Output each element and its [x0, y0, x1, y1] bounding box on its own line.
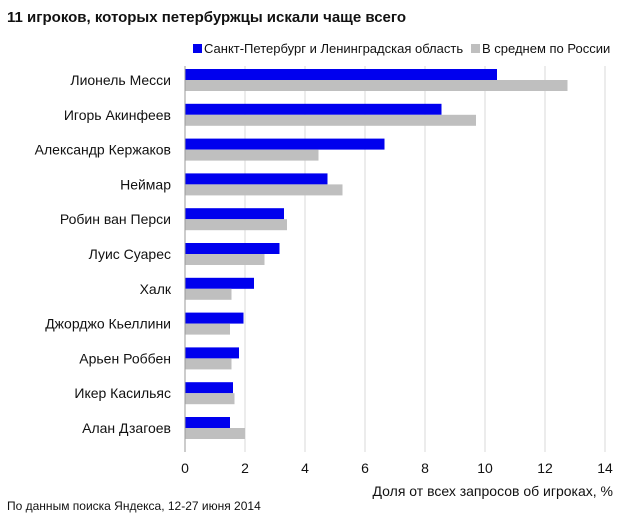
bar-spb-8	[185, 347, 239, 359]
category-label: Джорджо Кьеллини	[45, 316, 171, 332]
bar-spb-4	[185, 208, 284, 220]
category-label: Алан Дзагоев	[82, 420, 171, 436]
bar-russia-0	[185, 80, 568, 91]
bar-spb-0	[185, 69, 497, 80]
bar-spb-5	[185, 243, 280, 254]
x-axis-title: Доля от всех запросов об игроках, %	[373, 483, 613, 499]
bar-russia-1	[185, 114, 476, 126]
x-tick-label: 0	[181, 460, 189, 476]
bar-russia-7	[185, 323, 230, 335]
bar-russia-10	[185, 428, 245, 439]
bar-spb-10	[185, 417, 230, 428]
category-label: Халк	[140, 281, 172, 297]
category-label: Лионель Месси	[70, 72, 171, 88]
legend-swatch-spb	[193, 44, 202, 53]
x-tick-label: 8	[421, 460, 429, 476]
chart-title: 11 игроков, которых петербуржцы искали ч…	[7, 9, 406, 26]
category-label: Икер Касильяс	[74, 385, 171, 401]
bar-spb-2	[185, 138, 385, 150]
x-tick-label: 10	[477, 460, 493, 476]
x-tick-label: 12	[537, 460, 553, 476]
category-label: Александр Кержаков	[35, 142, 171, 158]
bars	[185, 69, 568, 439]
bar-russia-3	[185, 184, 343, 196]
category-label: Арьен Роббен	[79, 350, 171, 366]
category-label: Игорь Акинфеев	[64, 107, 171, 123]
bar-russia-8	[185, 358, 232, 370]
x-tick-label: 14	[597, 460, 613, 476]
bar-spb-9	[185, 382, 233, 394]
category-label: Неймар	[120, 176, 171, 192]
bar-russia-9	[185, 393, 235, 405]
bar-russia-4	[185, 219, 287, 231]
legend-swatch-russia	[471, 44, 480, 53]
bar-spb-6	[185, 277, 254, 289]
category-labels: Лионель Месси Игорь Акинфеев Александр Кер…	[35, 72, 172, 436]
x-tick-label: 4	[301, 460, 309, 476]
x-tick-label: 2	[241, 460, 249, 476]
bar-spb-1	[185, 103, 442, 115]
bar-russia-5	[185, 254, 265, 265]
x-tick-labels: 0 2 4 6 8 10 12 14	[181, 460, 613, 476]
x-tick-label: 6	[361, 460, 369, 476]
source-note: По данным поиска Яндекса, 12-27 июня 201…	[7, 499, 261, 513]
legend-label-spb: Санкт-Петербург и Ленинградская область	[204, 41, 463, 56]
bar-russia-2	[185, 149, 319, 161]
bar-spb-7	[185, 312, 244, 324]
legend-label-russia: В среднем по России	[482, 41, 610, 56]
bar-spb-3	[185, 173, 328, 185]
gridlines	[244, 66, 606, 452]
bar-russia-6	[185, 288, 232, 300]
legend: Санкт-Петербург и Ленинградская область …	[193, 41, 610, 56]
category-label: Луис Суарес	[89, 246, 171, 262]
category-label: Робин ван Перси	[60, 211, 171, 227]
